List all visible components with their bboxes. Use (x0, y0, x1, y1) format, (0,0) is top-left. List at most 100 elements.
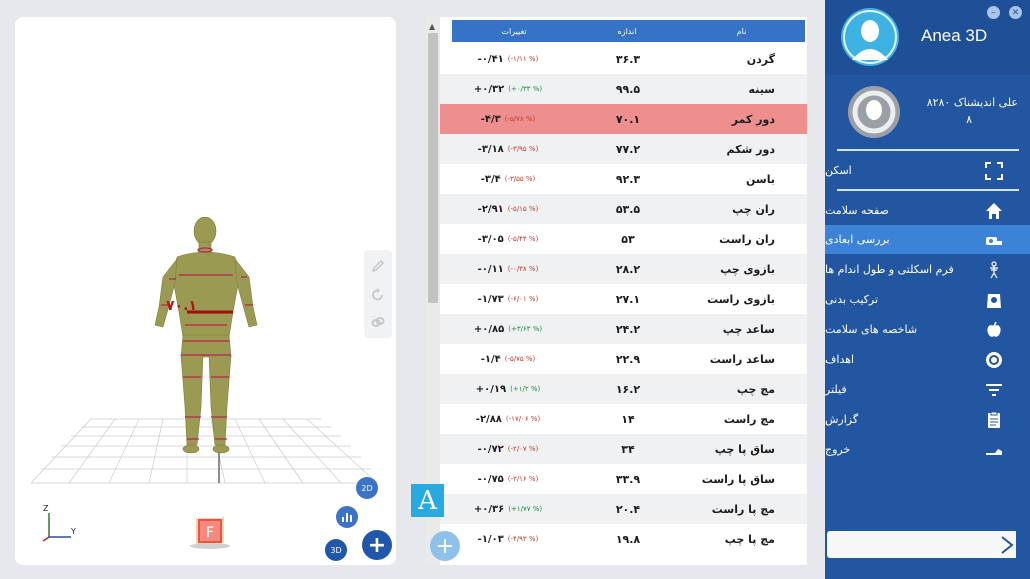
table-row[interactable]: +۰/۳۲ (+۰/۳۳ %) ۹۹.۵ سینه (440, 74, 807, 104)
change-cell: -۳/۱۸ (-۳/۹۵ %) (440, 144, 576, 155)
sidebar-item-scan[interactable]: اسکن (825, 156, 1030, 185)
change-percent: (-۱/۱۱ %) (507, 55, 539, 63)
scroll-up-arrow-icon[interactable]: ▲ (429, 22, 436, 31)
header-change[interactable]: تغییرات (501, 26, 527, 36)
sidebar-item-home[interactable]: صفحه سلامت (825, 196, 1030, 225)
rotate-icon[interactable] (370, 287, 386, 303)
change-value: -۳/۴ (480, 173, 501, 185)
sidebar-item-label: بررسی ابعادی (825, 233, 890, 246)
table-row[interactable]: -۰/۱۱ (-۰/۳۸ %) ۲۸.۲ بازوی چپ (440, 254, 807, 284)
statistics-button[interactable] (336, 506, 358, 528)
change-cell: +۰/۱۹ (+۱/۲ %) (440, 384, 576, 395)
change-value: -۰/۱۱ (477, 263, 504, 275)
change-percent: (+۰/۳۳ %) (508, 85, 543, 93)
change-value: -۲/۹۱ (477, 203, 504, 215)
size-cell: ۳۳.۹ (615, 472, 641, 486)
change-value: +۰/۱۹ (475, 383, 507, 395)
table-row[interactable]: -۲/۸۸ (-۱۷/۰۶ %) ۱۴ مچ راست (440, 404, 807, 434)
name-cell: ساق پا چپ (714, 442, 775, 456)
tape-measure-icon (985, 231, 1003, 249)
change-value: -۰/۴۱ (477, 53, 504, 65)
change-percent: (-۰/۳۸ %) (507, 265, 539, 273)
header-size[interactable]: اندازه (617, 26, 637, 36)
change-cell: -۴/۳ (-۵/۷۸ %) (440, 114, 576, 125)
sidebar: Anea 3D – ✕ علی اندیشناک ۸۲۸۰ ۸ اسکن صفحه… (825, 0, 1030, 579)
table-row[interactable]: -۰/۷۲ (-۲/۰۷ %) ۳۴ ساق پا چپ (440, 434, 807, 464)
table-row[interactable]: +۰/۱۹ (+۱/۲ %) ۱۶.۲ مچ چپ (440, 374, 807, 404)
scan-icon (985, 162, 1003, 180)
pencil-icon[interactable] (370, 258, 386, 274)
change-percent: (-۶/۰۱ %) (507, 295, 539, 303)
sidebar-item-label: فیلتر (825, 383, 847, 396)
change-cell: +۰/۳۶ (+۱/۷۷ %) (440, 504, 576, 515)
scroll-thumb[interactable] (428, 33, 438, 303)
name-cell: ران چپ (732, 202, 775, 216)
name-cell: بازوی چپ (720, 262, 775, 276)
table-row[interactable]: -۳/۴ (-۳/۵۵ %) ۹۲.۳ باسن (440, 164, 807, 194)
change-percent: (-۱۷/۰۶ %) (505, 415, 541, 423)
table-row[interactable]: -۰/۷۵ (-۲/۱۶ %) ۳۳.۹ ساق پا راست (440, 464, 807, 494)
change-percent: (-۲/۰۷ %) (507, 445, 539, 453)
table-row[interactable]: -۲/۹۱ (-۵/۱۵ %) ۵۳.۵ ران چپ (440, 194, 807, 224)
change-percent: (-۵/۱۵ %) (507, 205, 539, 213)
size-cell: ۲۰.۴ (615, 502, 641, 516)
link-icon[interactable] (370, 314, 386, 330)
sidebar-header: Anea 3D – ✕ (825, 0, 1030, 75)
sidebar-item-clipboard[interactable]: گزارش (825, 405, 1030, 434)
size-cell: ۳۶.۳ (615, 52, 641, 66)
sidebar-item-tape-measure[interactable]: بررسی ابعادی (825, 225, 1030, 254)
table-row[interactable]: -۴/۳ (-۵/۷۸ %) ۷۰.۱ دور کمر (440, 104, 807, 134)
chevron-right-icon[interactable] (993, 531, 1021, 558)
header-name[interactable]: نام (736, 26, 747, 36)
table-row[interactable]: -۱/۰۳ (-۴/۹۳ %) ۱۹.۸ مچ پا چپ (440, 524, 807, 554)
size-cell: ۵۳.۵ (615, 202, 641, 216)
name-cell: سینه (748, 82, 775, 96)
change-percent: (-۵/۷۸ %) (504, 115, 536, 123)
target-icon (985, 351, 1003, 369)
close-icon[interactable]: ✕ (1009, 6, 1022, 19)
sidebar-item-label: اهداف (825, 353, 855, 366)
font-badge[interactable]: A (411, 484, 444, 517)
change-percent: (-۵/۴۴ %) (507, 235, 539, 243)
user-avatar[interactable] (848, 86, 900, 138)
user-id: ۸ (966, 113, 972, 126)
size-cell: ۷۷.۲ (615, 142, 641, 156)
table-row[interactable]: -۱/۷۳ (-۶/۰۱ %) ۲۷.۱ بازوی راست (440, 284, 807, 314)
sidebar-item-skeleton[interactable]: فرم اسکلتی و طول اندام ها (825, 255, 1030, 284)
name-cell: باسن (746, 172, 775, 186)
change-value: -۲/۸۸ (475, 413, 502, 425)
change-percent: (-۵/۷۵ %) (504, 355, 536, 363)
user-name: علی اندیشناک ۸۲۸۰ (926, 96, 1018, 109)
sidebar-search-input[interactable] (827, 531, 1016, 558)
view-2d-button[interactable]: 2D (356, 477, 378, 499)
table-row[interactable]: -۰/۴۱ (-۱/۱۱ %) ۳۶.۳ گردن (440, 44, 807, 74)
person-icon (843, 10, 897, 64)
view-3d-button[interactable]: 3D (325, 539, 347, 561)
sidebar-item-label: گزارش (825, 413, 859, 426)
table-scrollbar[interactable]: ▲ (426, 17, 440, 565)
change-value: -۳/۱۸ (477, 143, 504, 155)
sidebar-item-label: اسکن (825, 164, 852, 177)
sidebar-item-filter[interactable]: فیلتر (825, 375, 1030, 404)
table-row[interactable]: +۰/۳۶ (+۱/۷۷ %) ۲۰.۴ مچ پا راست (440, 494, 807, 524)
change-cell: +۰/۸۵ (+۳/۶۳ %) (440, 324, 576, 335)
table-row[interactable]: -۳/۱۸ (-۳/۹۵ %) ۷۷.۲ دور شکم (440, 134, 807, 164)
size-cell: ۱۹.۸ (615, 532, 641, 546)
change-cell: -۳/۰۵ (-۵/۴۴ %) (440, 234, 576, 245)
table-row[interactable]: -۳/۰۵ (-۵/۴۴ %) ۵۳ ران راست (440, 224, 807, 254)
table-row[interactable]: +۰/۸۵ (+۳/۶۳ %) ۲۴.۲ ساعد چپ (440, 314, 807, 344)
view-cube-icon[interactable]: F (190, 510, 230, 550)
sidebar-item-body-composition[interactable]: ترکیب بدنی (825, 285, 1030, 314)
add-measurement-button[interactable]: + (430, 531, 460, 561)
minimize-icon[interactable]: – (987, 6, 1000, 19)
model-viewer[interactable]: ۷۰.۱ Z Y F (15, 17, 396, 565)
sidebar-item-target[interactable]: اهداف (825, 345, 1030, 374)
body-3d-model[interactable] (143, 217, 273, 467)
add-button[interactable]: + (362, 530, 392, 560)
table-row[interactable]: -۱/۴ (-۵/۷۵ %) ۲۲.۹ ساعد راست (440, 344, 807, 374)
change-percent: (+۱/۲ %) (510, 385, 541, 393)
size-cell: ۳۴ (621, 442, 635, 456)
sidebar-item-exit[interactable]: خروج (825, 435, 1030, 464)
sidebar-item-apple[interactable]: شاخصه های سلامت (825, 315, 1030, 344)
measurement-table: ▲ تغییرات اندازه نام -۰/۴۱ (-۱/۱۱ %) ۳۶.۳ گ… (426, 17, 807, 565)
